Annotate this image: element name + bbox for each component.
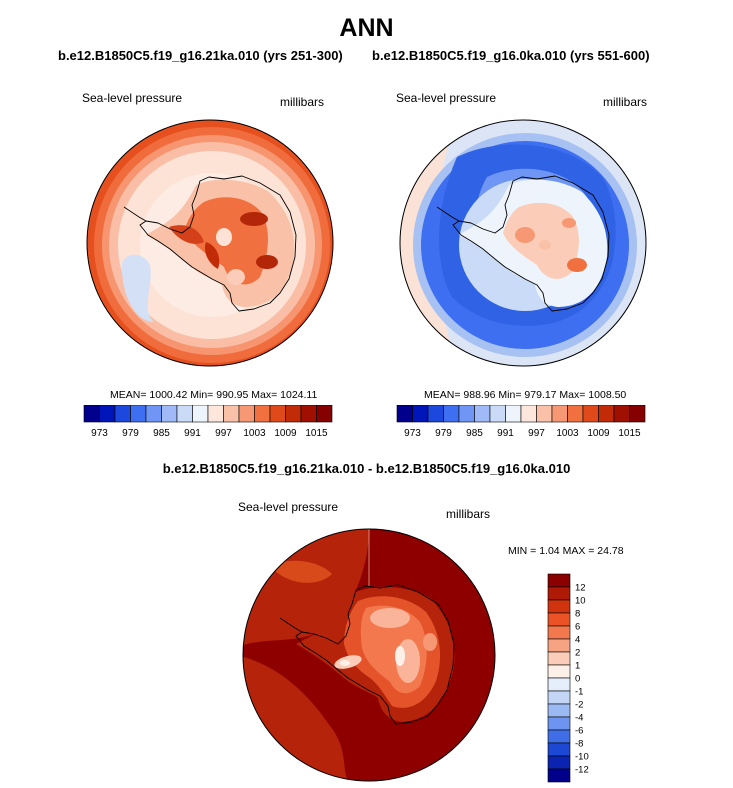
difference-colorbar-tick-label: 12 (575, 583, 586, 594)
right-colorbar-swatch (427, 405, 444, 423)
difference-colorbar-swatch (547, 638, 571, 653)
right-colorbar-swatch (396, 405, 413, 423)
right-panel-field-label: Sea-level pressure (396, 91, 497, 105)
left-colorbar-tick-label: 1009 (274, 428, 297, 439)
difference-colorbar-tick-label: 10 (575, 596, 586, 607)
difference-colorbar-swatch (547, 716, 571, 731)
left-colorbar-tick-label: 997 (215, 428, 232, 439)
difference-colorbar-swatch (547, 690, 571, 705)
difference-colorbar-swatch (547, 729, 571, 744)
difference-colorbar-tick-label: -8 (575, 739, 583, 750)
difference-map (242, 528, 496, 782)
left-colorbar-swatch (192, 405, 209, 423)
left-colorbar-swatch (316, 405, 333, 423)
left-colorbar-swatch (238, 405, 255, 423)
difference-colorbar-tick-label: 0 (575, 674, 580, 685)
left-panel-case-title: b.e12.B1850C5.f19_g16.21ka.010 (yrs 251-… (58, 48, 343, 63)
left-colorbar-swatch (145, 405, 162, 423)
difference-colorbar-tick-label: -2 (575, 700, 583, 711)
right-colorbar-swatch (489, 405, 506, 423)
right-colorbar-tick-label: 985 (466, 428, 483, 439)
left-colorbar-swatch (223, 405, 240, 423)
left-colorbar-swatch (99, 405, 116, 423)
difference-colorbar-tick-label: -10 (575, 752, 589, 763)
left-colorbar-tick-label: 985 (153, 428, 170, 439)
left-colorbar-swatch (83, 405, 100, 423)
left-colorbar-swatch (161, 405, 178, 423)
difference-colorbar-swatch (547, 768, 571, 783)
left-colorbar-swatch (300, 405, 317, 423)
difference-colorbar-swatch (547, 625, 571, 640)
left-colorbar-tick-label: 979 (122, 428, 139, 439)
right-colorbar-tick-label: 1015 (618, 428, 641, 439)
difference-colorbar-tick-label: -6 (575, 726, 583, 737)
right-colorbar-tick-label: 1009 (587, 428, 610, 439)
right-colorbar-swatch (458, 405, 475, 423)
difference-colorbar-tick-label: 1 (575, 661, 580, 672)
right-panel-units-label: millibars (603, 95, 648, 109)
right-slp-map (399, 119, 647, 367)
difference-colorbar-swatch (547, 612, 571, 627)
right-colorbar-tick-label: 1003 (556, 428, 579, 439)
difference-units-label: millibars (446, 507, 491, 521)
difference-colorbar-swatch (547, 677, 571, 692)
difference-colorbar-tick-label: 8 (575, 609, 580, 620)
left-colorbar-tick-label: 973 (91, 428, 108, 439)
right-colorbar-swatch (551, 405, 568, 423)
difference-title: b.e12.B1850C5.f19_g16.21ka.010 - b.e12.B… (162, 461, 571, 476)
difference-colorbar-swatch (547, 664, 571, 679)
difference-colorbar-swatch (547, 703, 571, 718)
left-colorbar-tick-label: 991 (184, 428, 201, 439)
difference-colorbar-tick-label: 4 (575, 635, 580, 646)
difference-colorbar-tick-label: -1 (575, 687, 583, 698)
right-colorbar-tick-label: 979 (435, 428, 452, 439)
right-panel-case-title: b.e12.B1850C5.f19_g16.0ka.010 (yrs 551-6… (372, 48, 650, 63)
right-colorbar-swatch (598, 405, 615, 423)
left-colorbar: 973 979 985 991 997 1003 1009 1015 (83, 405, 333, 439)
left-colorbar-swatch (269, 405, 286, 423)
right-panel-stats: MEAN= 988.96 Min= 979.17 Max= 1008.50 (424, 389, 627, 401)
right-colorbar-swatch (582, 405, 599, 423)
right-colorbar-tick-label: 997 (528, 428, 545, 439)
right-colorbar-tick-label: 991 (497, 428, 514, 439)
left-colorbar-tick-label: 1003 (243, 428, 266, 439)
difference-colorbar-swatch (547, 742, 571, 757)
right-colorbar-swatch (505, 405, 522, 423)
difference-colorbar-swatch (547, 755, 571, 770)
left-slp-map (86, 119, 334, 367)
right-colorbar-swatch (629, 405, 646, 423)
figure-title: ANN (339, 14, 394, 42)
right-colorbar-swatch (567, 405, 584, 423)
left-colorbar-tick-label: 1015 (305, 428, 328, 439)
left-colorbar-swatch (176, 405, 193, 423)
difference-colorbar-swatch (547, 573, 571, 588)
difference-colorbar-tick-label: -4 (575, 713, 583, 724)
difference-field-label: Sea-level pressure (238, 500, 339, 514)
right-colorbar-swatch (412, 405, 429, 423)
difference-colorbar-tick-label: -12 (575, 765, 589, 776)
right-colorbar-swatch (613, 405, 630, 423)
difference-colorbar-tick-label: 2 (575, 648, 580, 659)
left-colorbar-swatch (207, 405, 224, 423)
right-colorbar-tick-label: 973 (404, 428, 421, 439)
right-colorbar-swatch (443, 405, 460, 423)
left-colorbar-swatch (114, 405, 131, 423)
left-colorbar-swatch (130, 405, 147, 423)
difference-colorbar-swatch (547, 599, 571, 614)
right-colorbar: 973 979 985 991 997 1003 1009 1015 (396, 405, 646, 439)
difference-minmax: MIN = 1.04 MAX = 24.78 (508, 545, 624, 557)
left-panel-stats: MEAN= 1000.42 Min= 990.95 Max= 1024.11 (110, 389, 318, 401)
left-panel-field-label: Sea-level pressure (82, 91, 183, 105)
right-colorbar-swatch (520, 405, 537, 423)
difference-colorbar-swatch (547, 586, 571, 601)
difference-colorbar-tick-label: 6 (575, 622, 580, 633)
right-colorbar-swatch (536, 405, 553, 423)
left-panel-units-label: millibars (280, 95, 325, 109)
left-colorbar-swatch (254, 405, 271, 423)
right-colorbar-swatch (474, 405, 491, 423)
left-colorbar-swatch (285, 405, 302, 423)
difference-colorbar-swatch (547, 651, 571, 666)
